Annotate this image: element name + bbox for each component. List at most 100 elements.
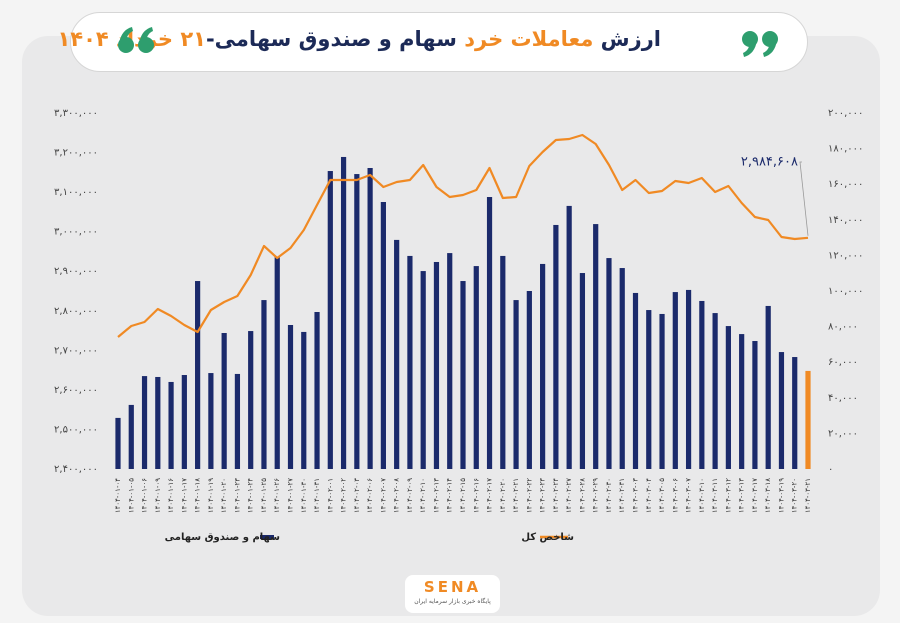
x-tick-label: ۱۴۰۴-۰۱-۱۹ bbox=[207, 478, 215, 513]
title-part: معاملات خرد bbox=[464, 27, 594, 51]
x-tick-label: ۱۴۰۴-۰۳-۲۰ bbox=[791, 478, 799, 513]
bar bbox=[128, 404, 134, 469]
value-label: ۲,۹۸۴,۶۰۸ bbox=[741, 155, 798, 170]
title-part: ارزش bbox=[593, 27, 661, 51]
bar bbox=[486, 197, 493, 470]
y-tick-label: ۲,۹۰۰,۰۰۰ bbox=[54, 266, 98, 277]
y-tick-label: ۳,۱۰۰,۰۰۰ bbox=[54, 187, 98, 198]
title-part: سهام و صندوق سهامی- bbox=[205, 27, 465, 51]
x-tick-label: ۱۴۰۴-۰۳-۰۶ bbox=[671, 478, 679, 513]
bar bbox=[672, 292, 678, 469]
bar bbox=[340, 156, 347, 469]
x-tick-label: ۱۴۰۴-۰۲-۰۸ bbox=[393, 478, 401, 513]
logo-subtitle: پایگاه خبری بازار سرمایه ایران bbox=[414, 598, 491, 605]
bar bbox=[394, 239, 400, 469]
y2-tick-label: ۸۰,۰۰۰ bbox=[828, 322, 858, 333]
y2-tick-label: ۱۰۰,۰۰۰ bbox=[828, 286, 863, 297]
x-tick-label: ۱۴۰۴-۰۱-۲۶ bbox=[273, 478, 281, 513]
y-tick-label: ۲,۸۰۰,۰۰۰ bbox=[54, 306, 98, 317]
x-tick-label: ۱۴۰۴-۰۳-۱۱ bbox=[711, 478, 719, 513]
bar bbox=[632, 292, 639, 469]
x-tick-label: ۱۴۰۴-۰۱-۲۵ bbox=[260, 478, 268, 513]
x-tick-label: ۱۴۰۴-۰۳-۰۷ bbox=[685, 478, 693, 513]
bar bbox=[460, 281, 466, 469]
legend-swatch bbox=[540, 535, 568, 539]
bar bbox=[221, 333, 227, 469]
x-tick-label: ۱۴۰۴-۰۲-۱۶ bbox=[472, 478, 480, 513]
x-tick-label: ۱۴۰۴-۰۲-۱۴ bbox=[446, 478, 454, 513]
y-tick-label: ۳,۳۰۰,۰۰۰ bbox=[54, 108, 98, 119]
y2-tick-label: ۱۴۰,۰۰۰ bbox=[828, 215, 863, 226]
bar bbox=[274, 257, 280, 469]
x-tick-label: ۱۴۰۴-۰۳-۱۹ bbox=[777, 478, 785, 513]
x-tick-label: ۱۴۰۴-۰۲-۳۰ bbox=[605, 478, 613, 513]
bar bbox=[712, 313, 718, 469]
bar bbox=[699, 300, 705, 469]
x-tick-label: ۱۴۰۴-۰۲-۱۰ bbox=[419, 478, 427, 513]
title-box: ارزش معاملات خرد سهام و صندوق سهامی-۲۱ خ… bbox=[57, 12, 808, 72]
x-tick-label: ۱۴۰۴-۰۱-۱۸ bbox=[194, 478, 202, 513]
x-tick-label: ۱۴۰۴-۰۲-۲۱ bbox=[512, 478, 520, 513]
x-tick-label: ۱۴۰۴-۰۱-۰۹ bbox=[154, 478, 162, 513]
label-leader bbox=[799, 161, 809, 236]
bar bbox=[526, 291, 532, 469]
x-tick-label: ۱۴۰۴-۰۲-۰۱ bbox=[326, 478, 334, 513]
y2-tick-label: ۶۰,۰۰۰ bbox=[828, 357, 858, 368]
x-tick-label: ۱۴۰۴-۰۳-۱۳ bbox=[738, 478, 746, 513]
y-tick-label: ۲,۷۰۰,۰۰۰ bbox=[54, 345, 98, 356]
x-tick-label: ۱۴۰۴-۰۲-۲۳ bbox=[539, 478, 547, 513]
bar bbox=[739, 334, 745, 469]
y2-tick-label: ۱۲۰,۰۰۰ bbox=[828, 250, 863, 261]
bar bbox=[513, 300, 519, 469]
y2-tick-label: ۰ bbox=[828, 464, 833, 475]
bar bbox=[685, 289, 692, 469]
quote-left bbox=[118, 27, 154, 53]
legend-label: شاخص کل bbox=[521, 532, 574, 543]
x-tick-label: ۱۴۰۴-۰۱-۲۰ bbox=[220, 478, 228, 513]
bar bbox=[447, 253, 453, 469]
x-tick-label: ۱۴۰۴-۰۳-۱۷ bbox=[751, 478, 759, 513]
x-tick-label: ۱۴۰۴-۰۲-۱۵ bbox=[459, 478, 467, 513]
x-tick-label: ۱۴۰۴-۰۱-۱۶ bbox=[167, 478, 175, 513]
x-tick-label: ۱۴۰۴-۰۱-۰۶ bbox=[141, 478, 149, 513]
bar bbox=[805, 370, 811, 469]
x-tick-label: ۱۴۰۴-۰۱-۳۰ bbox=[300, 478, 308, 513]
bar bbox=[141, 376, 148, 469]
bar bbox=[420, 271, 426, 469]
x-tick-label: ۱۴۰۴-۰۱-۰۴ bbox=[114, 478, 122, 513]
x-tick-label: ۱۴۰۴-۰۳-۱۲ bbox=[724, 478, 732, 513]
bar bbox=[115, 417, 121, 469]
bar bbox=[778, 352, 785, 469]
bar bbox=[380, 202, 386, 469]
y-tick-label: ۲,۵۰۰,۰۰۰ bbox=[54, 424, 98, 435]
x-tick-label: ۱۴۰۴-۰۲-۱۳ bbox=[432, 478, 440, 513]
bar bbox=[765, 305, 771, 469]
bar bbox=[566, 205, 572, 469]
x-tick-label: ۱۴۰۴-۰۳-۲۱ bbox=[804, 478, 812, 513]
x-tick-label: ۱۴۰۴-۰۱-۱۷ bbox=[180, 478, 188, 513]
x-tick-label: ۱۴۰۴-۰۲-۲۰ bbox=[499, 478, 507, 513]
x-tick-label: ۱۴۰۴-۰۳-۱۸ bbox=[764, 478, 772, 513]
x-tick-label: ۱۴۰۴-۰۳-۰۳ bbox=[632, 478, 640, 513]
y2-tick-label: ۱۶۰,۰۰۰ bbox=[828, 179, 863, 190]
bar bbox=[314, 312, 320, 469]
x-tick-label: ۱۴۰۴-۰۳-۰۵ bbox=[658, 478, 666, 513]
x-tick-label: ۱۴۰۴-۰۱-۲۳ bbox=[233, 478, 241, 513]
x-tick-label: ۱۴۰۴-۰۲-۰۹ bbox=[406, 478, 414, 513]
bar bbox=[234, 373, 241, 469]
x-tick-label: ۱۴۰۴-۰۳-۰۴ bbox=[645, 478, 653, 513]
x-tick-label: ۱۴۰۴-۰۱-۲۴ bbox=[247, 478, 255, 513]
y-tick-label: ۳,۰۰۰,۰۰۰ bbox=[54, 227, 98, 238]
legend-label: سهام و صندوق سهامی bbox=[165, 532, 281, 543]
bar bbox=[725, 326, 731, 469]
bar bbox=[606, 258, 612, 469]
bar bbox=[301, 331, 307, 469]
x-tick-label: ۱۴۰۴-۰۲-۰۶ bbox=[366, 478, 374, 513]
x-tick-label: ۱۴۰۴-۰۲-۲۲ bbox=[525, 478, 533, 513]
x-tick-label: ۱۴۰۴-۰۲-۰۷ bbox=[379, 478, 387, 513]
quote-right bbox=[742, 31, 778, 57]
y2-tick-label: ۲۰,۰۰۰ bbox=[828, 428, 858, 439]
bar bbox=[659, 313, 665, 469]
y2-tick-label: ۱۸۰,۰۰۰ bbox=[828, 144, 863, 155]
